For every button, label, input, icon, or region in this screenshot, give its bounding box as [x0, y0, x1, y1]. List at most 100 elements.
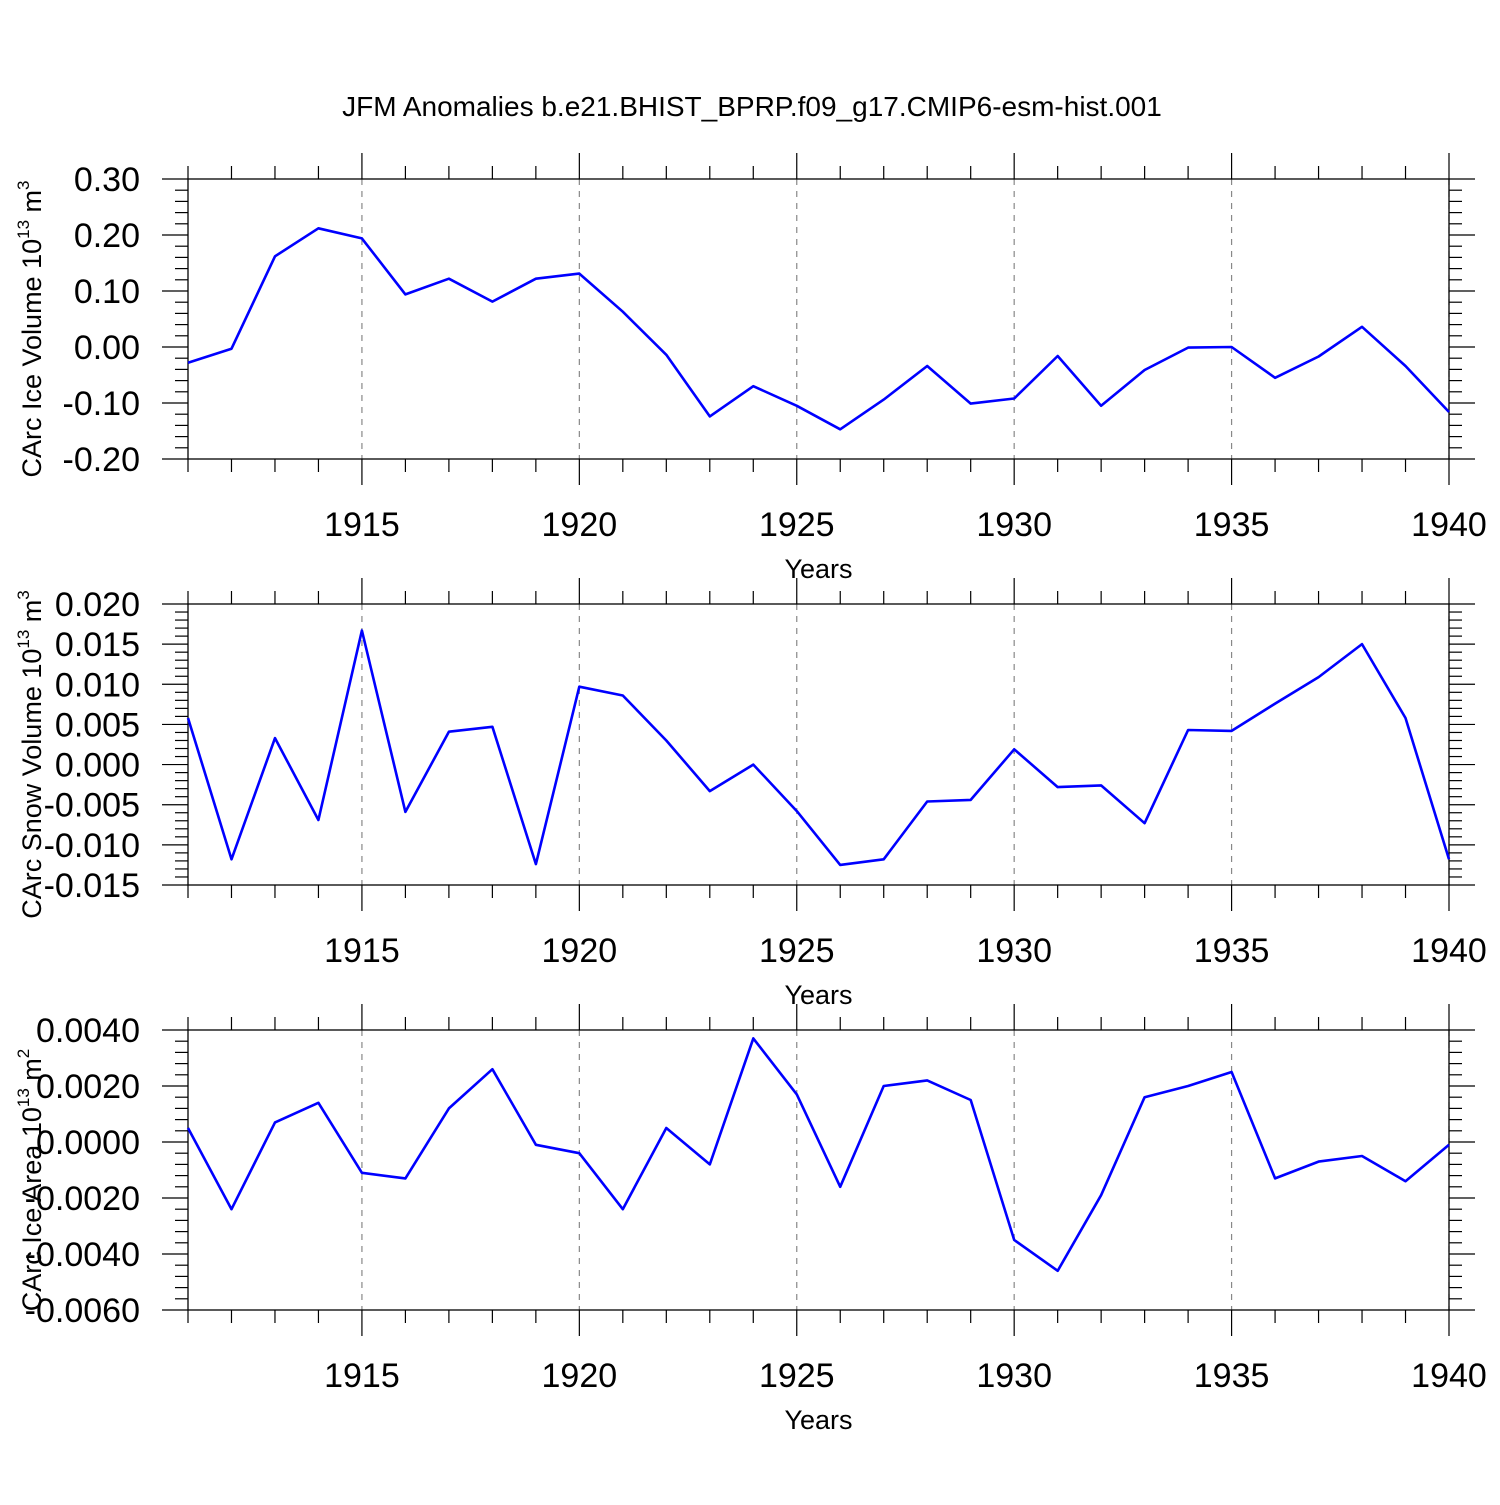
x-tick-label: 1915 — [324, 1357, 400, 1395]
x-tick-label: 1940 — [1411, 932, 1487, 970]
data-point — [1273, 376, 1277, 380]
x-tick-label: 1920 — [542, 1357, 618, 1395]
data-point — [360, 628, 364, 632]
panel-3: -0.0060 -0.0040 -0.0020 0.0000 0.0020 0.0040 1… — [14, 1004, 1487, 1435]
data-point — [621, 310, 625, 314]
data-point — [664, 1126, 668, 1130]
data-point — [795, 809, 799, 813]
x-tick-label: 1935 — [1194, 506, 1270, 544]
data-point — [1273, 1176, 1277, 1180]
data-point — [969, 402, 973, 406]
data-point — [1447, 410, 1451, 414]
x-tick-label: 1930 — [976, 932, 1052, 970]
series-line — [186, 1037, 1450, 1273]
y-tick-label: -0.10 — [63, 385, 141, 423]
data-point — [229, 347, 233, 351]
y-tick-label: 0.000 — [55, 747, 140, 785]
x-tick-label: 1915 — [324, 506, 400, 544]
data-point — [1056, 785, 1060, 789]
data-point — [882, 857, 886, 861]
y-tick-label: 0.20 — [74, 217, 140, 255]
data-point — [447, 277, 451, 281]
data-point — [403, 292, 407, 296]
data-point — [577, 272, 581, 276]
data-point — [447, 1106, 451, 1110]
data-point — [577, 685, 581, 689]
data-point — [969, 798, 973, 802]
x-tick-label: 1915 — [324, 932, 400, 970]
data-point — [1317, 675, 1321, 679]
data-point — [1056, 354, 1060, 358]
data-point — [1404, 364, 1408, 368]
data-point — [273, 254, 277, 258]
y-tick-label: -0.005 — [44, 787, 140, 825]
plot-frame — [187, 603, 1450, 886]
data-point — [1143, 1095, 1147, 1099]
data-point — [838, 863, 842, 867]
data-point — [1143, 821, 1147, 825]
data-point — [621, 694, 625, 698]
x-tick-label: 1935 — [1194, 932, 1270, 970]
data-point — [882, 398, 886, 402]
x-axis-label: Years — [784, 554, 852, 584]
y-axis-label: CArc Ice Volume 1013 m3 — [14, 180, 47, 477]
y-tick-label: -0.010 — [44, 827, 140, 865]
data-point — [1230, 729, 1234, 733]
data-point — [751, 763, 755, 767]
x-tick-label: 1925 — [759, 932, 835, 970]
data-point — [1186, 1084, 1190, 1088]
chart-title: JFM Anomalies b.e21.BHIST_BPRP.f09_g17.C… — [342, 91, 1162, 122]
x-axis-label: Years — [784, 1405, 852, 1435]
data-point — [1186, 728, 1190, 732]
data-point — [1230, 1070, 1234, 1074]
y-tick-label: -0.20 — [63, 441, 141, 479]
data-point — [534, 1143, 538, 1147]
y-tick-label: 0.0040 — [36, 1012, 140, 1050]
data-point — [838, 427, 842, 431]
data-point — [1360, 325, 1364, 329]
y-tick-label: 0.015 — [55, 626, 140, 664]
y-tick-label: -0.0020 — [25, 1180, 140, 1218]
data-point — [1143, 368, 1147, 372]
panel-1: -0.20 -0.10 0.00 0.10 0.20 0.30 1915 1920 1925 19… — [14, 153, 1487, 584]
y-tick-label: 0.010 — [55, 666, 140, 704]
data-point — [664, 738, 668, 742]
panel-2: -0.015-0.010-0.0050.0000.0050.0100.0150.… — [14, 578, 1487, 1010]
y-tick-label: 0.0000 — [36, 1124, 140, 1162]
data-point — [273, 736, 277, 740]
data-point — [795, 1092, 799, 1096]
data-point — [1099, 404, 1103, 408]
data-point — [490, 1067, 494, 1071]
data-point — [447, 730, 451, 734]
x-tick-label: 1925 — [759, 1357, 835, 1395]
series-line — [187, 227, 1450, 431]
data-point — [1404, 716, 1408, 720]
plot-frame — [187, 1029, 1450, 1311]
x-tick-label: 1940 — [1411, 1357, 1487, 1395]
data-point — [751, 1036, 755, 1040]
x-tick-label: 1925 — [759, 506, 835, 544]
data-point — [534, 277, 538, 281]
y-tick-label: 0.00 — [74, 329, 140, 367]
data-point — [708, 414, 712, 418]
data-point — [664, 353, 668, 357]
y-tick-label: -0.015 — [44, 867, 140, 905]
y-tick-label: 0.10 — [74, 273, 140, 311]
x-axis-label: Years — [784, 980, 852, 1010]
data-point — [229, 857, 233, 861]
data-point — [403, 1176, 407, 1180]
data-point — [1012, 1238, 1016, 1242]
x-tick-label: 1920 — [542, 932, 618, 970]
data-point — [1273, 702, 1277, 706]
data-point — [925, 800, 929, 804]
data-point — [1012, 747, 1016, 751]
y-axis-label: CArc Ice Area 1013 m2 — [14, 1049, 47, 1312]
y-tick-label: 0.020 — [55, 586, 140, 624]
data-point — [1230, 345, 1234, 349]
data-point — [1404, 1179, 1408, 1183]
x-tick-label: 1940 — [1411, 506, 1487, 544]
data-point — [708, 1162, 712, 1166]
x-tick-label: 1930 — [976, 506, 1052, 544]
data-point — [316, 1101, 320, 1105]
